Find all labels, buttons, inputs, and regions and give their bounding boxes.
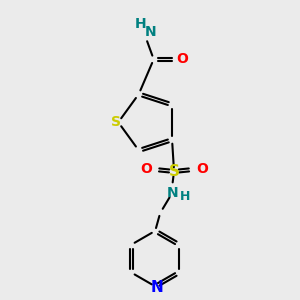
Text: N: N <box>151 280 164 295</box>
Text: O: O <box>140 163 152 176</box>
Text: N: N <box>166 186 178 200</box>
Text: H: H <box>180 190 190 203</box>
Text: H: H <box>135 16 147 31</box>
Text: O: O <box>176 52 188 66</box>
Text: S: S <box>169 164 179 179</box>
Text: S: S <box>111 115 121 129</box>
Text: N: N <box>145 25 157 39</box>
Text: O: O <box>196 163 208 176</box>
